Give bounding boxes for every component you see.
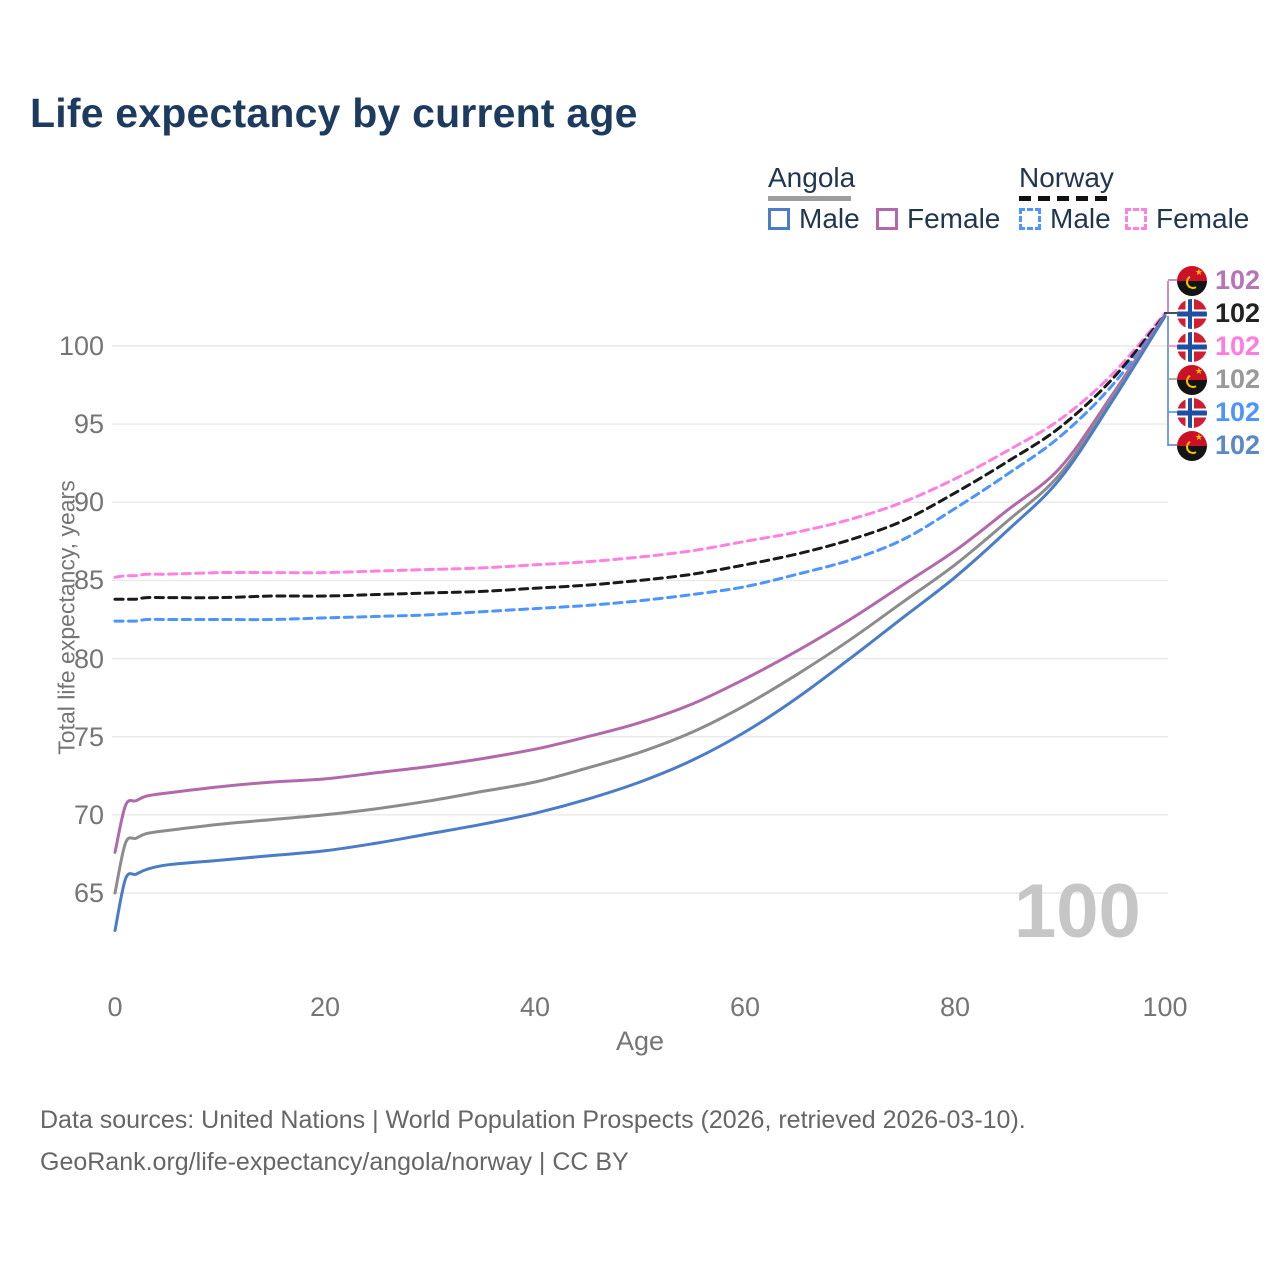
legend-group-norway-label: Norway bbox=[1019, 162, 1114, 193]
y-tick-label: 85 bbox=[73, 565, 104, 596]
series-line-norway-both-sexes bbox=[113, 313, 1167, 601]
series-line-angola-male bbox=[113, 314, 1167, 932]
x-tick-label: 20 bbox=[309, 992, 341, 1022]
legend-item-norway-female[interactable]: Female bbox=[1125, 203, 1249, 235]
angola-male-swatch-icon bbox=[768, 208, 790, 230]
x-axis-title: Age bbox=[615, 1026, 665, 1056]
y-tick-label: 70 bbox=[73, 799, 104, 830]
x-tick-label: 100 bbox=[1142, 992, 1188, 1022]
norway-dashed-line-sample bbox=[1019, 196, 1109, 201]
norway-flag-icon bbox=[1177, 397, 1207, 428]
series-line-norway-male bbox=[113, 314, 1167, 623]
series-line-angola-both-sexes bbox=[113, 314, 1167, 895]
norway-flag-icon bbox=[1177, 298, 1207, 329]
legend-label: Female bbox=[907, 203, 1001, 234]
y-tick-label: 75 bbox=[73, 721, 104, 752]
x-tick-label: 40 bbox=[519, 992, 551, 1022]
y-tick-label: 80 bbox=[73, 643, 104, 674]
x-tick-label: 0 bbox=[107, 992, 123, 1022]
end-label-angola-male: 102 bbox=[1177, 430, 1260, 461]
legend-label: Male bbox=[1050, 203, 1111, 234]
angola-flag-icon bbox=[1177, 265, 1207, 296]
page-title: Life expectancy by current age bbox=[30, 90, 638, 136]
end-value: 102 bbox=[1215, 265, 1261, 295]
angola-female-swatch-icon bbox=[876, 208, 898, 230]
current-age-watermark: 100 bbox=[1014, 869, 1141, 954]
y-tick-label: 65 bbox=[73, 877, 104, 908]
norway-male-swatch-icon bbox=[1019, 208, 1041, 230]
attribution-text: GeoRank.org/life-expectancy/angola/norwa… bbox=[40, 1148, 629, 1176]
norway-female-swatch-icon bbox=[1125, 208, 1147, 230]
angola-flag-icon bbox=[1177, 430, 1207, 461]
end-label-norway-female: 102 bbox=[1177, 331, 1260, 362]
end-label-angola-female: 102 bbox=[1177, 265, 1260, 296]
end-label-norway-male: 102 bbox=[1177, 397, 1260, 428]
angola-solid-line-sample bbox=[768, 196, 851, 201]
end-value: 102 bbox=[1215, 364, 1261, 394]
series-line-norway-female bbox=[113, 311, 1167, 579]
y-tick-label: 100 bbox=[58, 331, 104, 361]
legend-group-angola-label: Angola bbox=[768, 162, 856, 193]
end-label-norway-both-sexes: 102 bbox=[1177, 298, 1260, 329]
end-value: 102 bbox=[1215, 430, 1261, 460]
y-tick-label: 90 bbox=[73, 487, 104, 518]
legend-item-norway-male[interactable]: Male bbox=[1019, 203, 1111, 235]
end-value: 102 bbox=[1215, 331, 1261, 361]
y-tick-label: 95 bbox=[73, 409, 104, 440]
series-line-angola-female bbox=[113, 313, 1167, 854]
angola-flag-icon bbox=[1177, 364, 1207, 395]
x-tick-label: 80 bbox=[939, 992, 971, 1022]
data-sources-text: Data sources: United Nations | World Pop… bbox=[40, 1106, 1026, 1134]
end-value: 102 bbox=[1215, 397, 1261, 427]
legend-label: Male bbox=[799, 203, 860, 234]
norway-flag-icon bbox=[1177, 331, 1207, 362]
end-value: 102 bbox=[1215, 298, 1261, 328]
legend-item-angola-female[interactable]: Female bbox=[876, 203, 1000, 235]
legend-item-angola-male[interactable]: Male bbox=[768, 203, 860, 235]
legend-label: Female bbox=[1156, 203, 1250, 234]
end-label-angola-both-sexes: 102 bbox=[1177, 364, 1260, 395]
x-tick-label: 60 bbox=[729, 992, 761, 1022]
